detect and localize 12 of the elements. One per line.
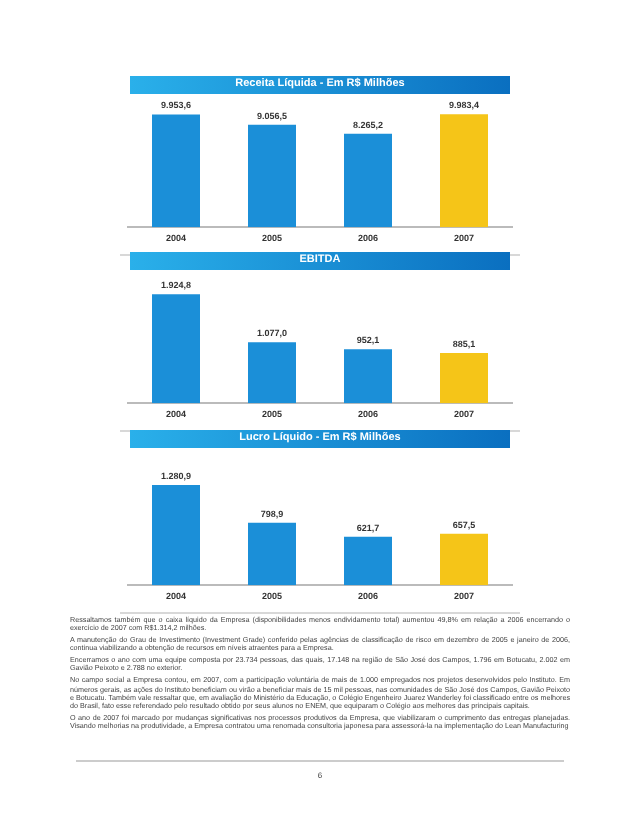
bar: [344, 133, 392, 228]
bar: [152, 294, 200, 404]
bar: [440, 533, 488, 586]
bar: [440, 114, 488, 228]
bar: [152, 485, 200, 586]
bar: [248, 124, 296, 228]
bar: [152, 114, 200, 228]
bar: [440, 353, 488, 404]
bar: [248, 522, 296, 586]
bar: [344, 536, 392, 586]
bar: [248, 342, 296, 404]
bar: [344, 349, 392, 404]
